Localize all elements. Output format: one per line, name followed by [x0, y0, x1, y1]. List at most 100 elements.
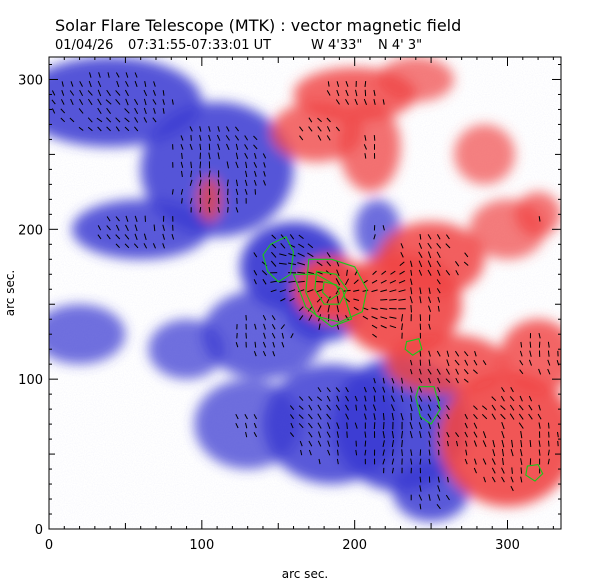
field-vector — [308, 314, 313, 321]
contour-negative-right — [415, 386, 441, 425]
field-vector — [318, 458, 321, 465]
contour-positive-mid — [314, 270, 348, 305]
field-vector — [134, 233, 138, 240]
field-vector — [152, 117, 157, 123]
field-vector — [446, 413, 450, 420]
field-vector — [307, 289, 314, 293]
field-vector — [446, 431, 450, 438]
field-vector — [288, 253, 296, 257]
field-vector — [382, 431, 385, 439]
x-tick-label: 300 — [495, 538, 520, 553]
field-vector — [383, 421, 385, 430]
field-vector — [115, 243, 120, 249]
field-vector — [436, 279, 441, 285]
field-vector — [362, 315, 369, 320]
field-vector — [271, 243, 277, 249]
field-vector — [244, 413, 248, 420]
field-vector — [428, 377, 431, 384]
field-vector — [428, 458, 431, 465]
field-vector — [428, 422, 431, 429]
field-vector — [401, 440, 403, 448]
field-vector — [373, 422, 376, 430]
field-vector — [547, 341, 550, 348]
field-vector — [528, 395, 533, 402]
field-vector — [308, 431, 313, 438]
field-vector — [308, 117, 313, 123]
field-vector — [418, 404, 423, 411]
field-vector — [410, 260, 413, 268]
field-vector — [464, 351, 469, 357]
field-vector — [419, 458, 422, 465]
field-vector — [391, 440, 394, 448]
field-vector — [446, 440, 449, 447]
field-vector — [463, 368, 469, 375]
field-vector — [87, 126, 93, 132]
y-tick-label: 100 — [18, 373, 43, 388]
field-vector — [217, 179, 220, 187]
field-vector — [355, 449, 358, 456]
field-vector — [208, 152, 211, 160]
field-vector — [463, 378, 469, 383]
field-vector — [190, 135, 192, 141]
field-vector — [481, 405, 488, 410]
field-vector — [455, 368, 459, 375]
negative-polarity-region-9 — [194, 379, 302, 470]
field-vector — [353, 298, 360, 301]
field-vector — [492, 449, 496, 457]
field-vector — [437, 305, 440, 312]
field-vector — [389, 298, 397, 301]
field-vector — [389, 316, 397, 319]
field-vector — [208, 197, 211, 204]
field-vector — [400, 251, 404, 258]
field-vector — [409, 430, 413, 439]
field-vector — [428, 296, 432, 303]
field-vector — [538, 449, 541, 456]
field-vector — [428, 305, 432, 312]
field-vector — [538, 332, 541, 339]
field-vector — [520, 430, 523, 439]
field-vector — [399, 270, 405, 275]
field-vector — [226, 143, 230, 151]
field-vector — [547, 449, 550, 456]
field-vector — [290, 333, 294, 339]
field-vector — [390, 395, 395, 402]
field-vector — [125, 224, 129, 232]
field-vector — [318, 431, 321, 438]
field-vector — [446, 359, 450, 367]
field-vector — [253, 270, 258, 276]
field-vector — [134, 98, 139, 106]
field-vector — [382, 377, 385, 384]
field-vector — [501, 430, 505, 439]
field-vector — [464, 252, 469, 258]
field-vector — [262, 278, 267, 285]
field-vector — [463, 261, 469, 266]
field-vector — [88, 80, 92, 88]
field-vector — [437, 395, 441, 402]
field-vector — [181, 152, 183, 159]
field-vector — [289, 414, 295, 420]
field-vector — [336, 458, 339, 465]
field-vector — [398, 279, 406, 284]
field-vector — [253, 161, 258, 168]
field-vector — [105, 99, 112, 105]
field-vector — [418, 242, 423, 249]
field-vector — [519, 395, 523, 402]
field-vector — [226, 197, 229, 204]
field-vector — [316, 261, 323, 267]
field-vector — [373, 234, 376, 240]
field-vector — [326, 252, 331, 258]
field-vector — [143, 107, 147, 115]
field-vector — [317, 117, 322, 123]
field-vector — [538, 440, 541, 447]
field-vector — [327, 305, 330, 313]
field-vector — [69, 117, 75, 123]
field-vector — [317, 440, 322, 447]
field-vector — [481, 413, 488, 420]
field-vector — [307, 243, 314, 249]
field-vector — [364, 404, 367, 411]
field-vector — [317, 126, 322, 132]
field-vector — [520, 439, 523, 448]
field-vector — [501, 422, 505, 430]
field-vector — [465, 449, 468, 456]
field-vector — [363, 386, 367, 393]
